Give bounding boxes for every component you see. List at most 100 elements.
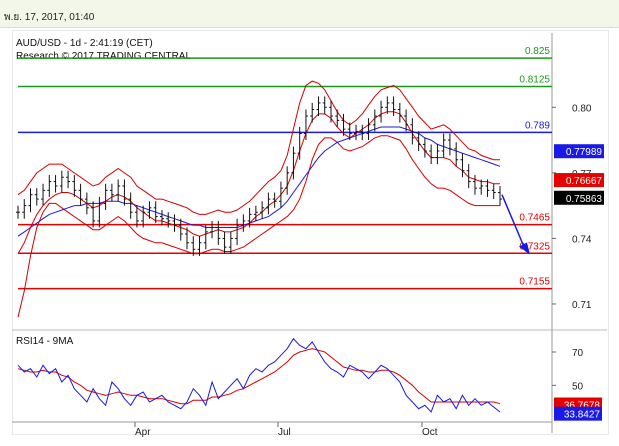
price-bar bbox=[191, 236, 196, 256]
price-bar bbox=[391, 96, 396, 117]
price-bar bbox=[172, 214, 177, 232]
forecast-arrow-head bbox=[519, 242, 530, 255]
level-label: 0.7465 bbox=[519, 213, 550, 224]
price-bar bbox=[435, 144, 440, 165]
price-bar bbox=[285, 166, 290, 195]
price-bar bbox=[134, 205, 139, 228]
price-bar bbox=[360, 124, 365, 141]
price-bar bbox=[347, 122, 352, 141]
rsi-tick-label: 70 bbox=[572, 348, 584, 359]
price-bar bbox=[159, 210, 164, 226]
price-bar bbox=[22, 199, 27, 219]
price-bar bbox=[109, 183, 114, 202]
price-bar bbox=[203, 225, 208, 250]
price-bar bbox=[153, 201, 158, 224]
x-tick-label: Oct bbox=[422, 427, 438, 438]
price-bar bbox=[385, 96, 390, 114]
price-bar bbox=[416, 131, 421, 151]
price-bar bbox=[328, 100, 333, 123]
price-bar bbox=[397, 102, 402, 123]
chart-frame bbox=[12, 30, 609, 435]
price-bar bbox=[16, 205, 20, 219]
price-bar bbox=[197, 236, 202, 256]
price-bar bbox=[379, 100, 384, 123]
level-label: 0.8125 bbox=[519, 75, 550, 86]
price-bar bbox=[235, 218, 240, 245]
price-tag: 0.75863 bbox=[554, 190, 604, 205]
price-bar bbox=[122, 179, 127, 206]
price-bar bbox=[472, 175, 477, 195]
rsi-tick-label: 50 bbox=[572, 381, 584, 392]
price-bar bbox=[128, 192, 133, 219]
rsi-ma-line bbox=[17, 348, 501, 405]
price-bar bbox=[297, 126, 302, 160]
price-bar bbox=[354, 124, 359, 141]
price-bar bbox=[410, 118, 415, 145]
price-bar bbox=[322, 96, 327, 114]
upper-band-line bbox=[17, 80, 500, 215]
price-bar bbox=[266, 192, 271, 215]
rsi-title: RSI14 - 9MA bbox=[16, 336, 74, 347]
fast-ma-line bbox=[17, 111, 500, 254]
price-bar bbox=[454, 142, 459, 167]
price-bar bbox=[460, 153, 465, 178]
level-label: 0.7155 bbox=[519, 277, 550, 288]
price-bar bbox=[466, 164, 471, 189]
price-bar bbox=[422, 137, 427, 158]
price-bar bbox=[272, 192, 277, 208]
price-tag: 0.76667 bbox=[554, 173, 604, 188]
price-bar bbox=[28, 188, 33, 213]
price-tag-label: 0.75863 bbox=[566, 194, 603, 205]
price-bar bbox=[97, 196, 102, 228]
price-bar bbox=[491, 183, 496, 200]
price-bar bbox=[310, 102, 315, 123]
price-bar bbox=[41, 183, 46, 206]
level-label: 0.825 bbox=[525, 46, 550, 57]
rsi-tag-label: 33.8427 bbox=[564, 410, 601, 421]
price-tag-label: 0.77989 bbox=[566, 147, 603, 158]
price-tag-box bbox=[554, 173, 604, 188]
price-bar bbox=[253, 205, 258, 221]
price-bar bbox=[222, 231, 227, 254]
price-bar bbox=[34, 188, 39, 206]
price-bar bbox=[303, 109, 308, 141]
price-bar bbox=[178, 218, 183, 241]
price-tick-label: 0.74 bbox=[572, 234, 592, 245]
price-tag: 0.77989 bbox=[554, 144, 604, 159]
price-bar bbox=[78, 183, 83, 206]
rsi-tag-box bbox=[554, 406, 602, 421]
price-bar bbox=[66, 170, 71, 189]
chart-symbol: AUD/USD - 1d - 2:41:19 (CET) bbox=[16, 38, 153, 49]
price-bar bbox=[291, 146, 296, 180]
price-bar bbox=[166, 212, 171, 228]
price-bar bbox=[72, 175, 77, 197]
price-bar bbox=[447, 133, 452, 156]
price-bar bbox=[241, 214, 246, 232]
price-bar bbox=[429, 144, 434, 165]
price-bar bbox=[141, 205, 146, 228]
price-bar bbox=[84, 192, 89, 215]
price-bar bbox=[366, 118, 371, 141]
x-tick-label: Jul bbox=[278, 427, 291, 438]
price-bar bbox=[53, 175, 58, 193]
slow-ma-line bbox=[17, 126, 501, 237]
chart-source: Research © 2017 TRADING CENTRAL bbox=[16, 51, 191, 62]
level-label: 0.789 bbox=[525, 120, 550, 131]
price-bar bbox=[147, 201, 152, 219]
price-bar bbox=[404, 109, 409, 132]
price-bar bbox=[228, 231, 233, 254]
price-tag-label: 0.76667 bbox=[566, 176, 603, 187]
price-bar bbox=[91, 201, 96, 228]
price-bar bbox=[498, 185, 502, 206]
price-bar bbox=[185, 227, 190, 250]
rsi-line bbox=[17, 337, 501, 413]
price-bar bbox=[278, 181, 283, 208]
price-bar bbox=[335, 109, 340, 127]
price-tag-box bbox=[554, 144, 604, 159]
price-bar bbox=[316, 96, 321, 117]
price-bar bbox=[210, 220, 215, 239]
header-date: พ.ย. 17, 2017, 01:40 bbox=[4, 12, 95, 23]
lower-band-line bbox=[17, 135, 500, 318]
price-bar bbox=[372, 109, 377, 132]
